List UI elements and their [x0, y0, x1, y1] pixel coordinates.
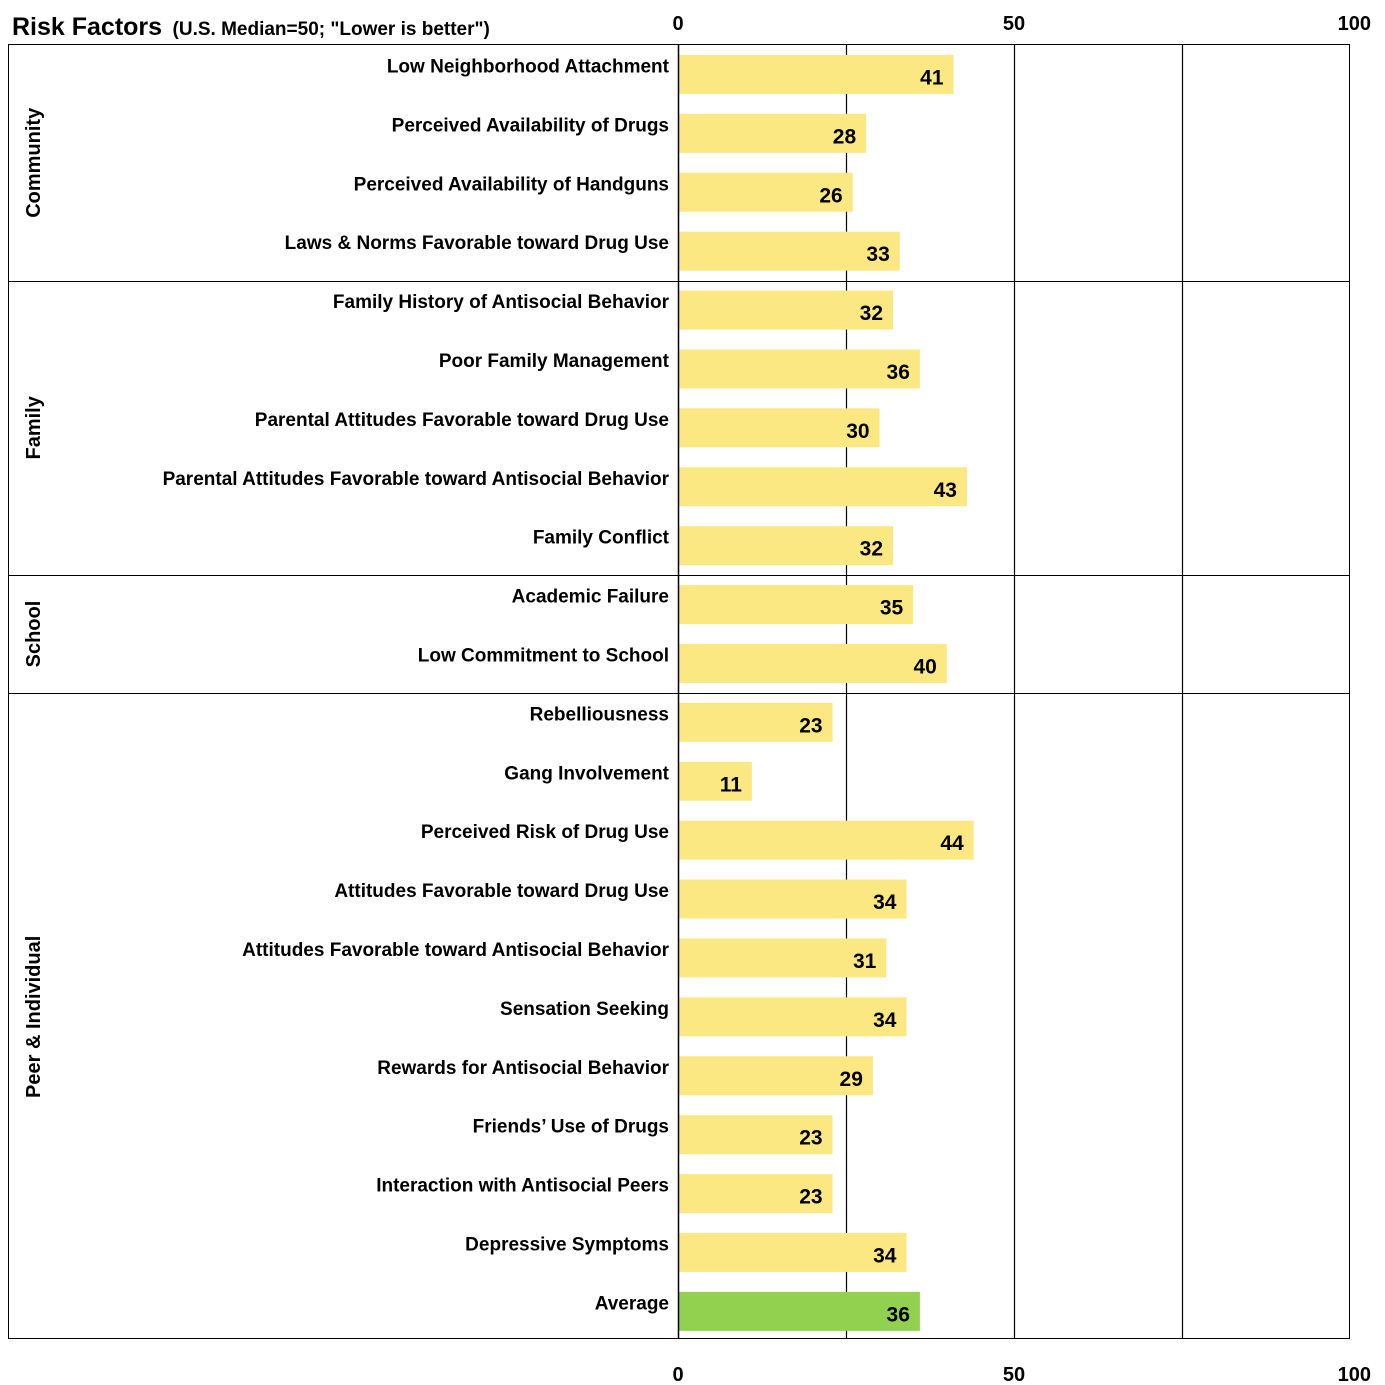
category-label: Average — [595, 1293, 669, 1314]
data-label: 28 — [833, 125, 857, 148]
lines-layer — [8, 44, 1350, 1339]
data-label: 23 — [799, 1186, 822, 1209]
tick-label-top: 50 — [1003, 13, 1025, 35]
chart-title-main: Risk Factors — [12, 13, 162, 41]
category-label: Attitudes Favorable toward Drug Use — [334, 881, 669, 902]
bar — [678, 408, 880, 448]
bar — [678, 1174, 833, 1214]
tick-label-top: 0 — [672, 13, 683, 35]
group-label: Community — [23, 107, 45, 218]
data-label: 30 — [846, 420, 869, 443]
bar — [678, 761, 752, 801]
data-label: 26 — [819, 184, 842, 207]
tick-label-bottom: 100 — [1338, 1364, 1371, 1385]
bar — [678, 997, 907, 1037]
category-label: Gang Involvement — [504, 763, 669, 784]
bar — [678, 879, 907, 919]
group-label: School — [23, 601, 45, 668]
bar — [678, 231, 900, 271]
category-label: Academic Failure — [512, 587, 669, 608]
bar — [678, 585, 914, 625]
data-label: 11 — [720, 773, 743, 796]
category-label: Family Conflict — [533, 528, 670, 549]
data-label: 33 — [866, 243, 889, 266]
category-label: Family History of Antisocial Behavior — [333, 292, 670, 313]
group-label: Peer & Individual — [23, 936, 45, 1098]
category-label: Friends’ Use of Drugs — [473, 1117, 669, 1138]
data-label: 34 — [873, 1009, 897, 1032]
category-label: Low Neighborhood Attachment — [387, 56, 670, 77]
bar — [678, 643, 947, 683]
bar — [678, 702, 833, 742]
category-label: Depressive Symptoms — [465, 1234, 669, 1255]
chart-title: Risk Factors (U.S. Median=50; "Lower is … — [12, 13, 490, 41]
data-label: 40 — [913, 655, 936, 678]
bar — [678, 1115, 833, 1155]
bar — [678, 1232, 907, 1272]
category-label: Rebelliousness — [530, 704, 669, 725]
data-label: 36 — [887, 1303, 910, 1326]
data-label: 31 — [853, 950, 877, 973]
category-label: Perceived Availability of Drugs — [392, 115, 669, 136]
bar — [678, 938, 887, 978]
data-label: 34 — [873, 1244, 897, 1267]
category-label: Sensation Seeking — [500, 999, 669, 1020]
data-label: 23 — [799, 1127, 822, 1150]
average-bar — [678, 1291, 920, 1331]
bar — [678, 290, 894, 330]
category-label: Attitudes Favorable toward Antisocial Be… — [242, 940, 669, 961]
bar — [678, 820, 974, 860]
category-label: Poor Family Management — [439, 351, 670, 372]
group-label: Family — [23, 395, 45, 459]
data-label: 36 — [887, 361, 910, 384]
data-label: 44 — [940, 832, 964, 855]
data-label: 32 — [860, 302, 883, 325]
category-label: Rewards for Antisocial Behavior — [377, 1058, 669, 1079]
data-label: 41 — [920, 66, 944, 89]
text-layer: Risk Factors (U.S. Median=50; "Lower is … — [12, 13, 1371, 1385]
category-label: Parental Attitudes Favorable toward Anti… — [163, 469, 670, 490]
bar — [678, 54, 954, 94]
data-label: 34 — [873, 891, 897, 914]
category-label: Interaction with Antisocial Peers — [376, 1176, 669, 1197]
tick-label-top: 100 — [1338, 13, 1371, 35]
tick-label-bottom: 0 — [672, 1364, 683, 1385]
data-label: 23 — [799, 714, 822, 737]
bar — [678, 349, 920, 389]
category-label: Laws & Norms Favorable toward Drug Use — [285, 233, 669, 254]
category-label: Perceived Availability of Handguns — [354, 174, 669, 195]
tick-label-bottom: 50 — [1003, 1364, 1025, 1385]
data-label: 35 — [880, 597, 904, 620]
chart-subtitle: (U.S. Median=50; "Lower is better") — [173, 19, 490, 40]
bar — [678, 1056, 873, 1096]
bar — [678, 526, 894, 566]
bar — [678, 467, 967, 507]
data-label: 43 — [934, 479, 957, 502]
bar — [678, 172, 853, 212]
data-label: 29 — [840, 1068, 863, 1091]
category-label: Parental Attitudes Favorable toward Drug… — [255, 410, 669, 431]
data-label: 32 — [860, 538, 883, 561]
bar — [678, 113, 867, 153]
category-label: Perceived Risk of Drug Use — [421, 822, 669, 843]
bars-layer — [678, 54, 974, 1331]
category-label: Low Commitment to School — [418, 645, 669, 666]
